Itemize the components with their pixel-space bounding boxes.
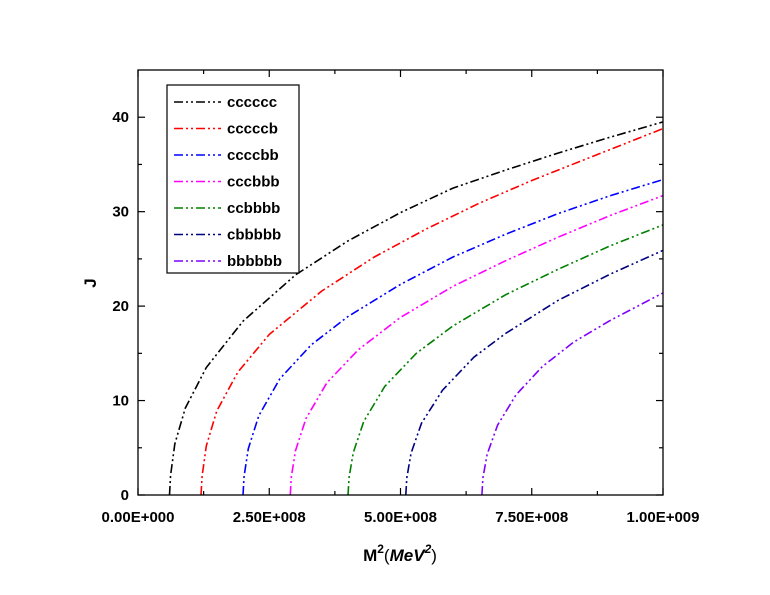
legend-label-bbbbbb: bbbbbb xyxy=(227,253,282,270)
x-axis-label-unit-sup: 2 xyxy=(424,542,432,556)
x-tick-label: 1.00E+009 xyxy=(627,509,700,526)
legend-label-cccbbb: cccbbb xyxy=(227,174,280,191)
y-tick-label: 40 xyxy=(112,109,129,126)
legend-label-ccbbbb: ccbbbb xyxy=(227,200,280,217)
x-axis-label: M2(MeV2) xyxy=(363,542,437,565)
series-line-cbbbbb xyxy=(405,249,664,496)
ticks-layer: 0.00E+000 2.50E+008 5.00E+008 7.50E+008 1.00… xyxy=(102,70,700,526)
y-tick-label: 0 xyxy=(121,487,129,504)
y-tick-label: 10 xyxy=(112,393,129,410)
series-line-ccbbbb xyxy=(347,224,664,496)
series-line-cccccb xyxy=(200,127,664,496)
y-tick-label: 30 xyxy=(112,204,129,221)
series-line-bbbbbb xyxy=(481,292,664,496)
legend-label-cbbbbb: cbbbbb xyxy=(227,227,281,244)
x-axis-label-paren-close: ) xyxy=(431,546,437,565)
y-tick-label: 20 xyxy=(112,298,129,315)
x-tick-label: 5.00E+008 xyxy=(364,509,437,526)
x-tick-label: 0.00E+000 xyxy=(102,509,175,526)
y-axis-label: J xyxy=(81,278,100,287)
legend-label-cccccc: cccccc xyxy=(227,94,277,111)
series-line-ccccbb xyxy=(242,178,664,496)
x-axis-label-base: M xyxy=(363,546,377,565)
series-layer xyxy=(168,121,664,496)
series-line-cccbbb xyxy=(289,194,664,496)
x-axis-label-base-sup: 2 xyxy=(377,542,384,556)
x-axis-label-paren-open: ( xyxy=(384,546,390,565)
legend-label-cccccb: cccccb xyxy=(227,121,278,138)
legend-label-ccccbb: ccccbb xyxy=(227,147,279,164)
legend: cccccc cccccb ccccbb cccbbb ccbbbb cbbbbb bbbb… xyxy=(166,84,300,274)
x-tick-label: 7.50E+008 xyxy=(495,509,568,526)
x-tick-label: 2.50E+008 xyxy=(233,509,306,526)
legend-box xyxy=(166,84,300,274)
x-axis-label-unit: MeV xyxy=(390,546,427,565)
series-line-cccccc xyxy=(168,121,664,496)
